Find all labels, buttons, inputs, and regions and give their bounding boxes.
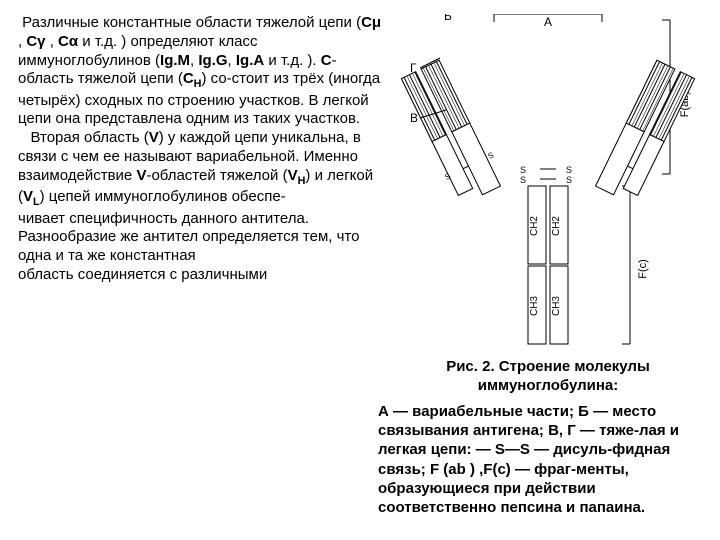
svg-text:S: S (520, 175, 526, 185)
svg-text:Б: Б (444, 14, 452, 23)
svg-text:CH3: CH3 (529, 296, 540, 316)
svg-text:CH3: CH3 (551, 296, 562, 316)
svg-text:F(c): F(c) (637, 259, 649, 279)
svg-text:CH2: CH2 (551, 216, 562, 236)
paragraph-4: чивает специфичность данного антитела. (18, 210, 388, 229)
svg-text:А: А (544, 15, 552, 29)
paragraph-2: Вторая область (V) у каждой цепи уникаль… (18, 129, 388, 188)
svg-text:S: S (520, 165, 526, 175)
svg-text:S: S (566, 165, 572, 175)
svg-text:S: S (566, 175, 572, 185)
paragraph-3: (VL) цепей иммуноглобулинов обеспе- (18, 188, 388, 209)
paragraph-6: область соединяется с различными (18, 266, 388, 285)
antibody-diagram: F(ab)₂ F(c) S S (398, 14, 698, 349)
paragraph-1: Различные константные области тяжелой це… (18, 14, 388, 129)
body-text: Различные константные области тяжелой це… (18, 14, 388, 285)
figure-caption: Рис. 2. Строение молекулы иммуноглобулин… (398, 358, 698, 396)
paragraph-5: Разнообразие же антител определяется тем… (18, 228, 388, 266)
svg-text:В: В (410, 111, 418, 125)
figure-legend: А — вариабельные части; Б — место связыв… (378, 402, 698, 517)
svg-text:Г: Г (410, 61, 417, 75)
svg-text:CH2: CH2 (529, 216, 540, 236)
